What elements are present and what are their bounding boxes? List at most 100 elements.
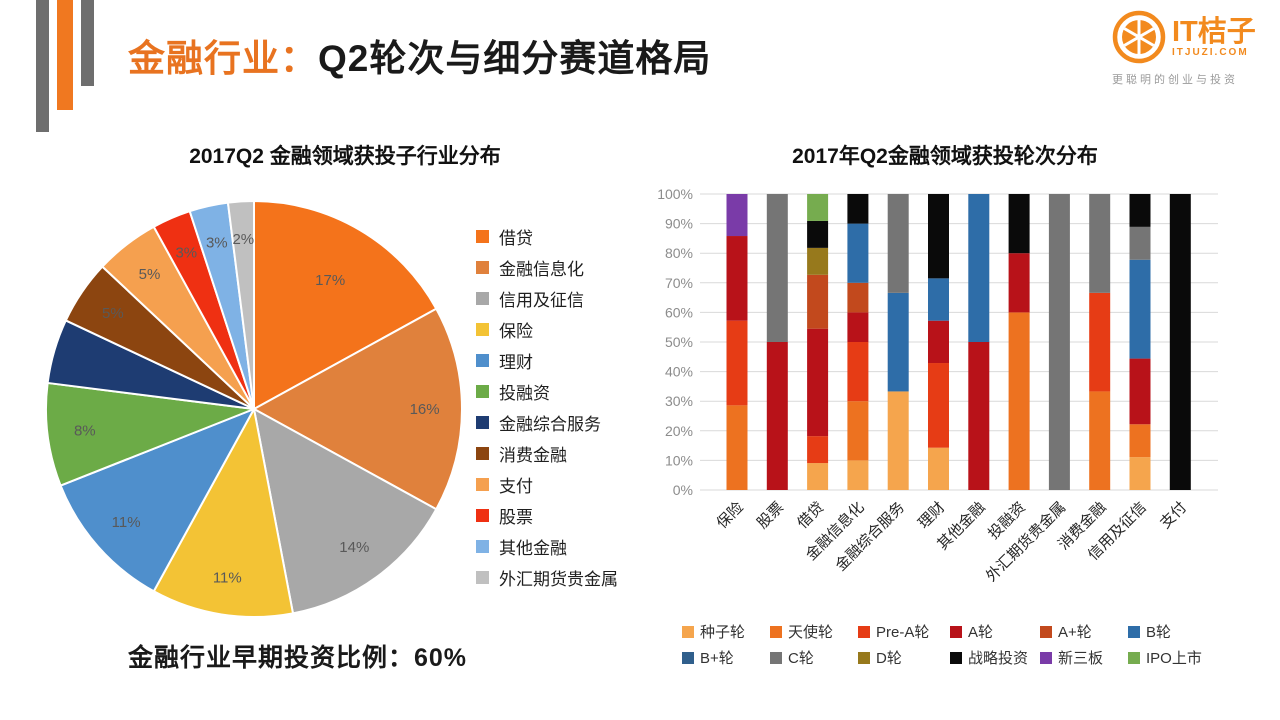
legend-swatch <box>682 651 694 664</box>
legend-swatch <box>476 261 489 274</box>
bar-segment <box>847 342 869 402</box>
legend-swatch <box>1128 625 1140 638</box>
legend-item: 信用及征信 <box>476 283 618 314</box>
legend-item: 股票 <box>476 500 618 531</box>
x-axis-category-label: 保险 <box>714 499 747 532</box>
legend-item: 天使轮 <box>770 621 858 642</box>
bar-segment <box>928 278 949 321</box>
legend-item: D轮 <box>858 647 950 668</box>
y-axis-tick-label: 60% <box>665 304 693 320</box>
legend-item: 支付 <box>476 469 618 500</box>
legend-swatch <box>770 651 782 664</box>
legend-label: 金融综合服务 <box>499 415 601 434</box>
legend-label: B+轮 <box>700 650 734 667</box>
bar-segment <box>1048 194 1070 490</box>
bar-segment <box>726 320 748 406</box>
y-axis-tick-label: 20% <box>665 423 693 439</box>
bar-segment <box>887 391 909 490</box>
legend-label: A+轮 <box>1058 624 1092 641</box>
bar-segment <box>807 194 829 221</box>
legend-item: A轮 <box>950 621 1040 642</box>
legend-item: C轮 <box>770 647 858 668</box>
y-axis-tick-label: 70% <box>665 275 693 291</box>
bar-segment <box>807 463 829 490</box>
y-axis-tick-label: 50% <box>665 334 693 350</box>
pie-slice <box>253 408 438 615</box>
legend-swatch <box>476 354 489 367</box>
header-accent-bar-orange <box>57 0 73 110</box>
legend-label: 保险 <box>499 322 533 341</box>
legend-swatch <box>476 447 489 460</box>
pie-slice-label: 5% <box>102 305 124 322</box>
bar-segment <box>847 282 869 313</box>
bar-segment <box>928 447 949 490</box>
bar-segment <box>807 220 829 248</box>
pie-slice-label: 3% <box>206 235 228 252</box>
legend-label: IPO上市 <box>1146 650 1202 667</box>
legend-swatch <box>682 625 694 638</box>
y-axis-tick-label: 80% <box>665 245 693 261</box>
bar-segment <box>1169 194 1191 490</box>
bar-segment <box>1089 391 1111 490</box>
x-axis-category-label: 理财 <box>915 499 948 532</box>
x-axis-category-label: 股票 <box>754 499 787 532</box>
y-axis-tick-label: 40% <box>665 364 693 380</box>
legend-label: 新三板 <box>1058 650 1104 667</box>
legend-item: 理财 <box>476 345 618 376</box>
bar-chart-legend: 种子轮 天使轮 Pre-A轮 A轮 A+轮 B轮 B+轮 C轮 D轮 战略投资 新三板 IPO上市 <box>682 621 1214 668</box>
legend-swatch <box>476 323 489 336</box>
pie-slice <box>253 307 463 511</box>
y-axis-tick-label: 30% <box>665 393 693 409</box>
pie-slice-label: 8% <box>74 422 96 439</box>
bar-segment <box>1008 194 1030 254</box>
pie-slice-label: 3% <box>175 245 197 262</box>
pie-slice <box>226 200 255 410</box>
legend-label: 外汇期货贵金属 <box>499 570 618 589</box>
legend-label: 信用及征信 <box>499 291 584 310</box>
logo-tagline: 更聪明的创业与投资 <box>1112 74 1238 86</box>
legend-item: 金融综合服务 <box>476 407 618 438</box>
bar-segment <box>887 194 909 293</box>
legend-item: B轮 <box>1128 621 1214 642</box>
legend-item: Pre-A轮 <box>858 621 950 642</box>
legend-swatch <box>476 416 489 429</box>
bar-segment <box>807 328 829 437</box>
bar-segment <box>847 223 869 283</box>
bar-segment <box>1129 358 1151 425</box>
pie-slice <box>59 408 255 593</box>
legend-label: Pre-A轮 <box>876 624 930 641</box>
orange-slice-icon <box>1112 10 1166 64</box>
y-axis-tick-label: 100% <box>657 186 693 202</box>
bar-segment <box>726 194 748 237</box>
logo-name: IT桔子 <box>1172 15 1256 48</box>
y-axis-tick-label: 10% <box>665 452 693 468</box>
bar-chart: 0%10%20%30%40%50%60%70%80%90%100%保险 股票 借贷金… <box>657 186 1218 585</box>
y-axis-tick-label: 0% <box>673 482 693 498</box>
bar-segment <box>847 312 869 342</box>
logo-domain: ITJUZI.COM <box>1172 46 1249 58</box>
legend-item: 消费金融 <box>476 438 618 469</box>
bar-segment <box>1089 292 1111 392</box>
bar-segment <box>968 342 990 490</box>
pie-chart-title: 2017Q2 金融领域获投子行业分布 <box>189 145 501 168</box>
legend-label: 战略投资 <box>968 650 1029 667</box>
legend-swatch <box>476 385 489 398</box>
legend-swatch <box>1040 651 1052 664</box>
legend-label: 借贷 <box>499 229 533 248</box>
page-title-rest: Q2轮次与细分赛道格局 <box>318 38 712 79</box>
legend-item: 新三板 <box>1040 647 1128 668</box>
pie-slice-label: 16% <box>410 401 440 418</box>
legend-item: 金融信息化 <box>476 252 618 283</box>
pie-slice-label: 14% <box>339 539 369 556</box>
legend-label: 理财 <box>499 353 533 372</box>
x-axis-category-label: 支付 <box>1157 499 1190 532</box>
legend-label: 天使轮 <box>788 624 834 641</box>
bar-segment <box>968 194 990 342</box>
pie-legend: 借贷 金融信息化 信用及征信 保险 理财 投融资 金融综合服务 消费金融 支付 股票 其他金融 外汇期… <box>476 221 618 593</box>
pie-slice <box>253 200 438 410</box>
legend-swatch <box>476 230 489 243</box>
legend-swatch <box>1040 625 1052 638</box>
bar-segment <box>807 436 829 464</box>
legend-label: 金融信息化 <box>499 260 584 279</box>
bar-segment <box>847 194 869 224</box>
